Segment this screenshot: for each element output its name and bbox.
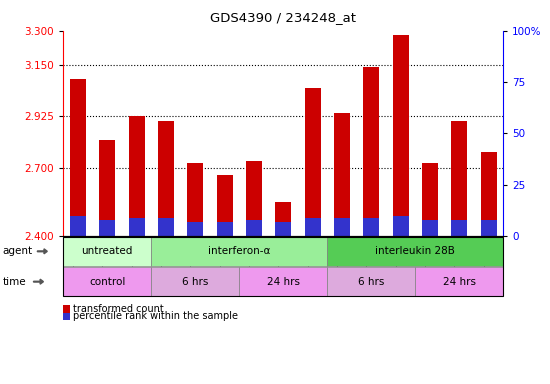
Bar <box>305 218 321 236</box>
Bar <box>99 140 116 220</box>
Bar <box>393 216 409 236</box>
Bar <box>393 35 409 216</box>
Text: 24 hrs: 24 hrs <box>267 276 300 287</box>
Bar <box>451 220 468 236</box>
Text: time: time <box>3 276 26 287</box>
Bar <box>158 121 174 218</box>
Text: percentile rank within the sample: percentile rank within the sample <box>73 311 238 321</box>
Text: control: control <box>89 276 125 287</box>
Text: transformed count: transformed count <box>73 304 164 314</box>
Bar <box>70 79 86 216</box>
Bar <box>217 174 233 222</box>
Bar <box>99 220 116 236</box>
Bar <box>451 121 468 220</box>
Bar <box>481 220 497 236</box>
Bar <box>217 222 233 236</box>
Bar <box>422 163 438 220</box>
Bar <box>334 218 350 236</box>
Bar <box>187 222 204 236</box>
Bar <box>363 67 379 218</box>
Text: 24 hrs: 24 hrs <box>443 276 476 287</box>
Bar <box>305 88 321 218</box>
Bar <box>70 216 86 236</box>
Bar <box>246 161 262 220</box>
Text: 6 hrs: 6 hrs <box>358 276 384 287</box>
Text: untreated: untreated <box>81 246 133 257</box>
Text: GDS4390 / 234248_at: GDS4390 / 234248_at <box>210 12 356 25</box>
Text: 6 hrs: 6 hrs <box>182 276 208 287</box>
Bar <box>334 113 350 218</box>
Bar <box>275 202 292 222</box>
Bar <box>275 222 292 236</box>
Text: agent: agent <box>3 246 33 257</box>
Bar <box>422 220 438 236</box>
Bar <box>129 116 145 218</box>
Text: interferon-α: interferon-α <box>208 246 271 257</box>
Bar <box>187 163 204 222</box>
Bar <box>363 218 379 236</box>
Bar <box>246 220 262 236</box>
Text: interleukin 28B: interleukin 28B <box>375 246 455 257</box>
Bar <box>481 152 497 220</box>
Bar <box>129 218 145 236</box>
Bar <box>158 218 174 236</box>
